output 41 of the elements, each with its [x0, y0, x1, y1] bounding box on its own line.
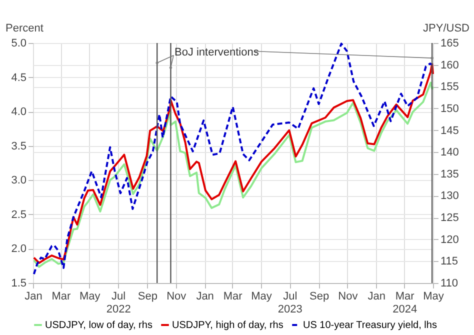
y2-tick-label: 125 [440, 212, 459, 224]
x-tick-label: Sep [309, 290, 330, 302]
y2-tick-label: 160 [440, 59, 459, 72]
y2-tick-label: 110 [440, 278, 458, 290]
x-tick-label: Jan [196, 290, 214, 302]
x-tick-label: Mar [52, 290, 72, 302]
y-tick-label: 4.5 [11, 72, 26, 84]
y2-tick-label: 140 [440, 146, 459, 159]
y-axis-title: Percent [6, 22, 44, 34]
y2-axis-title: JPY/USD [423, 22, 470, 34]
x-tick-label: Mar 2024 [392, 290, 418, 316]
y-tick-label: 2.0 [11, 243, 26, 256]
x-tick-label: Jul 2023 [278, 290, 302, 316]
y-tick-label: 4.0 [11, 106, 26, 118]
x-tick-label: Nov [166, 290, 187, 302]
y-tick-label: 2.5 [11, 208, 26, 221]
y2-tick-label: 120 [440, 234, 459, 246]
x-tick-label: May [80, 290, 101, 302]
y2-tick-label: 115 [440, 256, 458, 268]
legend-label: US 10-year Treasury yield, lhs [303, 320, 437, 331]
y-tick-label: 1.5 [11, 278, 26, 290]
x-tick-label: Mar [223, 290, 243, 302]
y2-tick-label: 165 [440, 38, 459, 50]
x-tick-label: Jan [24, 290, 42, 302]
y-tick-label: 3.0 [11, 174, 26, 187]
x-tick-label: Sep [138, 290, 158, 302]
y2-tick-label: 130 [440, 190, 459, 202]
x-tick-label: Jul 2022 [106, 290, 131, 316]
annotation: BoJ interventions [174, 46, 260, 59]
x-tick-label: May [251, 290, 272, 302]
legend-label: USDJPY, high of day, rhs [172, 320, 284, 331]
x-tick-label: May [423, 290, 444, 302]
y-tick-label: 3.5 [11, 140, 26, 152]
y-tick-label: 5.0 [11, 38, 26, 50]
y2-tick-label: 145 [440, 124, 459, 137]
y2-tick-label: 150 [440, 102, 459, 115]
x-tick-label: Nov [338, 290, 358, 302]
y2-tick-label: 135 [440, 168, 459, 180]
x-tick-label: Jan [368, 290, 386, 302]
legend-label: USDJPY, low of day, rhs [45, 320, 152, 331]
y2-tick-label: 155 [440, 81, 459, 94]
